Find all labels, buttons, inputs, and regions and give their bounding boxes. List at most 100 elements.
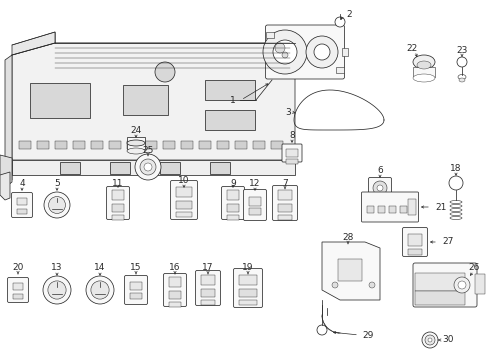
Ellipse shape (457, 75, 465, 80)
Bar (387, 206, 395, 212)
Bar (145, 141, 157, 149)
FancyBboxPatch shape (272, 185, 297, 220)
FancyBboxPatch shape (163, 274, 186, 306)
Text: 29: 29 (361, 330, 373, 339)
Text: 22: 22 (406, 44, 417, 53)
Polygon shape (12, 43, 294, 160)
Bar (37, 141, 49, 149)
Ellipse shape (127, 140, 145, 146)
Polygon shape (0, 155, 12, 185)
Bar (181, 141, 193, 149)
FancyBboxPatch shape (7, 278, 28, 302)
Text: 23: 23 (455, 45, 467, 54)
Text: 20: 20 (12, 264, 23, 273)
Bar (204, 110, 254, 130)
Ellipse shape (416, 61, 430, 69)
Polygon shape (12, 160, 294, 175)
Bar (248, 197, 261, 206)
Bar (239, 275, 257, 285)
Bar (122, 85, 167, 115)
Circle shape (272, 40, 296, 64)
Bar (13, 293, 23, 298)
FancyBboxPatch shape (412, 263, 476, 307)
Bar (112, 190, 124, 200)
Circle shape (48, 281, 66, 299)
Bar (19, 141, 31, 149)
Bar (285, 149, 297, 157)
Bar (267, 27, 342, 77)
Bar (201, 300, 215, 305)
Bar (201, 275, 215, 285)
Bar (337, 259, 361, 281)
Circle shape (456, 57, 466, 67)
Bar (285, 158, 297, 163)
Bar (217, 141, 228, 149)
Polygon shape (12, 32, 55, 55)
Circle shape (135, 154, 161, 180)
FancyBboxPatch shape (195, 270, 220, 306)
Circle shape (316, 325, 326, 335)
Bar (407, 234, 421, 246)
Circle shape (305, 36, 337, 68)
Bar (13, 283, 23, 289)
Text: 16: 16 (169, 264, 181, 273)
Circle shape (424, 335, 434, 345)
Text: 8: 8 (288, 131, 294, 140)
Ellipse shape (412, 55, 434, 69)
Bar (248, 207, 261, 215)
Bar (278, 215, 291, 220)
Text: 21: 21 (434, 202, 446, 212)
Bar (176, 212, 192, 216)
Bar (414, 291, 464, 305)
Circle shape (372, 181, 386, 195)
Text: 18: 18 (449, 163, 461, 172)
Bar (169, 302, 181, 306)
Bar (201, 289, 215, 297)
Circle shape (331, 282, 337, 288)
Circle shape (313, 44, 329, 60)
Circle shape (448, 176, 462, 190)
Bar (209, 162, 229, 174)
Circle shape (282, 52, 287, 58)
FancyBboxPatch shape (402, 228, 427, 256)
Bar (204, 80, 254, 100)
Text: 5: 5 (54, 179, 60, 188)
Bar (278, 190, 291, 200)
Text: 2: 2 (346, 9, 351, 18)
Text: 7: 7 (282, 179, 287, 188)
Polygon shape (321, 242, 379, 300)
Bar (278, 204, 291, 212)
Bar (335, 67, 343, 73)
Bar (30, 82, 90, 117)
Bar (474, 274, 484, 294)
Text: 26: 26 (468, 264, 479, 273)
Bar (377, 206, 384, 212)
Ellipse shape (127, 148, 145, 154)
Bar (130, 293, 142, 299)
Bar (176, 201, 192, 209)
Text: 25: 25 (142, 145, 153, 154)
Circle shape (43, 276, 71, 304)
FancyBboxPatch shape (361, 192, 418, 222)
Bar (407, 199, 415, 215)
Circle shape (376, 185, 382, 191)
Bar (130, 282, 142, 290)
Text: 12: 12 (249, 179, 260, 188)
Circle shape (368, 282, 374, 288)
Text: 11: 11 (112, 179, 123, 188)
FancyBboxPatch shape (170, 180, 197, 220)
Bar (239, 300, 257, 305)
Bar (366, 206, 373, 212)
Circle shape (155, 62, 175, 82)
FancyBboxPatch shape (243, 189, 266, 220)
Ellipse shape (458, 78, 464, 82)
FancyBboxPatch shape (233, 269, 262, 307)
FancyBboxPatch shape (221, 186, 244, 220)
Circle shape (91, 281, 109, 299)
Bar (160, 162, 180, 174)
Bar (91, 141, 103, 149)
Bar (127, 141, 139, 149)
Bar (55, 141, 67, 149)
Circle shape (274, 43, 285, 53)
Bar (176, 187, 192, 197)
